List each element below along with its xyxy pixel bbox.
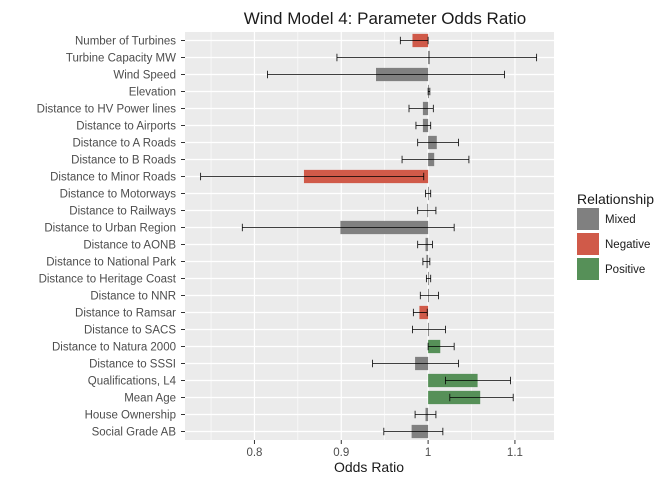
y-tick-label: Distance to Heritage Coast: [39, 274, 177, 286]
x-tick-label: 0.9: [333, 447, 349, 459]
y-tick-label: Distance to AONB: [83, 240, 176, 252]
y-tick-label: Elevation: [129, 87, 176, 99]
x-tick-label: 1: [425, 447, 431, 459]
legend-swatch-positive: [577, 258, 599, 280]
y-tick-label: Distance to Natura 2000: [52, 342, 176, 354]
y-tick-label: Distance to Airports: [76, 121, 176, 133]
x-axis-title: Odds Ratio: [334, 459, 404, 475]
x-axis-labels: 0.8 0.9 1 1.1: [246, 440, 523, 459]
y-tick-label: Distance to HV Power lines: [37, 104, 177, 116]
y-tick-label: Distance to SACS: [84, 325, 176, 337]
legend-title: Relationship: [577, 191, 654, 207]
y-tick-label: Distance to SSSI: [89, 359, 176, 371]
error-bars: [200, 36, 538, 436]
y-tick-label: Social Grade AB: [92, 427, 177, 439]
y-tick-label: Wind Speed: [113, 70, 176, 82]
y-tick-label: House Ownership: [85, 410, 176, 422]
y-tick-label: Distance to Ramsar: [75, 308, 176, 320]
y-tick-label: Turbine Capacity MW: [66, 53, 176, 65]
y-tick-label: Number of Turbines: [75, 36, 176, 48]
y-tick-label: Distance to Minor Roads: [50, 172, 176, 184]
y-tick-label: Distance to National Park: [46, 257, 176, 269]
legend-swatch-mixed: [577, 208, 599, 230]
plot-panel: [185, 32, 554, 440]
y-tick-label: Distance to Railways: [69, 206, 176, 218]
y-tick-label: Distance to A Roads: [72, 138, 176, 150]
y-tick-label: Distance to Urban Region: [44, 223, 176, 235]
x-tick-label: 0.8: [246, 447, 262, 459]
y-tick-label: Distance to NNR: [90, 291, 176, 303]
x-tick-label: 1.1: [507, 447, 523, 459]
legend-label-positive: Positive: [605, 264, 645, 276]
legend-label-negative: Negative: [605, 239, 650, 251]
y-tick-label: Qualifications, L4: [88, 376, 177, 388]
legend-label-mixed: Mixed: [605, 214, 636, 226]
y-tick-label: Distance to Motorways: [60, 189, 177, 201]
y-tick-label: Mean Age: [124, 393, 176, 405]
legend-swatch-negative: [577, 233, 599, 255]
chart-title: Wind Model 4: Parameter Odds Ratio: [244, 9, 527, 28]
y-axis-labels: Number of Turbines Turbine Capacity MW Win…: [37, 36, 185, 439]
legend: Relationship Mixed Negative Positive: [577, 191, 654, 280]
y-tick-label: Distance to B Roads: [71, 155, 176, 167]
